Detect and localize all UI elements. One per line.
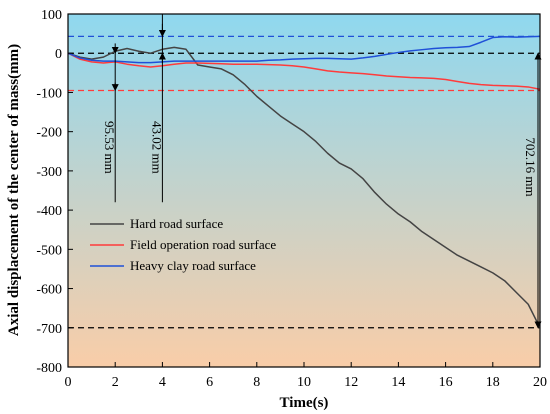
x-tick-label-0: 0 xyxy=(65,375,72,390)
y-tick-label-8: -700 xyxy=(36,322,62,337)
dimension-annotations: 95.53 mm 43.02 mm 702.16 mm xyxy=(102,14,542,329)
annotation-label-0: 95.53 mm xyxy=(102,121,117,174)
annotation-0: 95.53 mm xyxy=(102,43,119,203)
annotation-2: 702.16 mm xyxy=(523,52,542,329)
legend: Hard road surface Field operation road su… xyxy=(90,216,276,273)
y-tick-label-9: -800 xyxy=(36,361,62,376)
series-lines xyxy=(68,35,540,329)
y-tick-label-6: -500 xyxy=(36,243,62,258)
x-tick-label-2: 4 xyxy=(159,375,166,390)
x-axis-ticks: 0 2 4 6 8 10 12 14 16 18 20 xyxy=(65,362,547,390)
y-tick-label-4: -300 xyxy=(36,165,62,180)
x-tick-label-7: 14 xyxy=(391,375,405,390)
series-line-1 xyxy=(68,52,540,91)
legend-label-2: Heavy clay road surface xyxy=(130,258,256,273)
legend-label-1: Field operation road surface xyxy=(130,237,276,252)
y-tick-label-0: 100 xyxy=(41,8,62,23)
x-tick-label-6: 12 xyxy=(344,375,358,390)
x-tick-label-9: 18 xyxy=(486,375,500,390)
annotation-1: 43.02 mm xyxy=(149,14,166,203)
x-tick-label-4: 8 xyxy=(253,375,260,390)
y-tick-label-1: 0 xyxy=(55,47,62,62)
legend-label-0: Hard road surface xyxy=(130,216,223,231)
x-axis-title: Time(s) xyxy=(280,395,329,411)
y-tick-label-3: -200 xyxy=(36,126,62,141)
reference-lines xyxy=(68,35,540,329)
x-tick-label-10: 20 xyxy=(533,375,547,390)
y-tick-label-5: -400 xyxy=(36,204,62,219)
series-line-2 xyxy=(68,35,540,64)
y-axis-title: Axial displacement of the center of mass… xyxy=(6,44,22,336)
x-tick-label-5: 10 xyxy=(297,375,311,390)
x-tick-label-1: 2 xyxy=(112,375,119,390)
plot-background xyxy=(68,14,540,367)
x-tick-label-8: 16 xyxy=(439,375,453,390)
y-axis-ticks: 100 0 -100 -200 -300 -400 -500 -600 -700 -800 xyxy=(36,8,73,376)
annotation-label-2: 702.16 mm xyxy=(523,137,538,196)
x-tick-label-3: 6 xyxy=(206,375,213,390)
y-tick-label-7: -600 xyxy=(36,283,62,298)
series-line-0 xyxy=(68,46,540,329)
y-tick-label-2: -100 xyxy=(36,86,62,101)
annotation-label-1: 43.02 mm xyxy=(149,121,164,174)
